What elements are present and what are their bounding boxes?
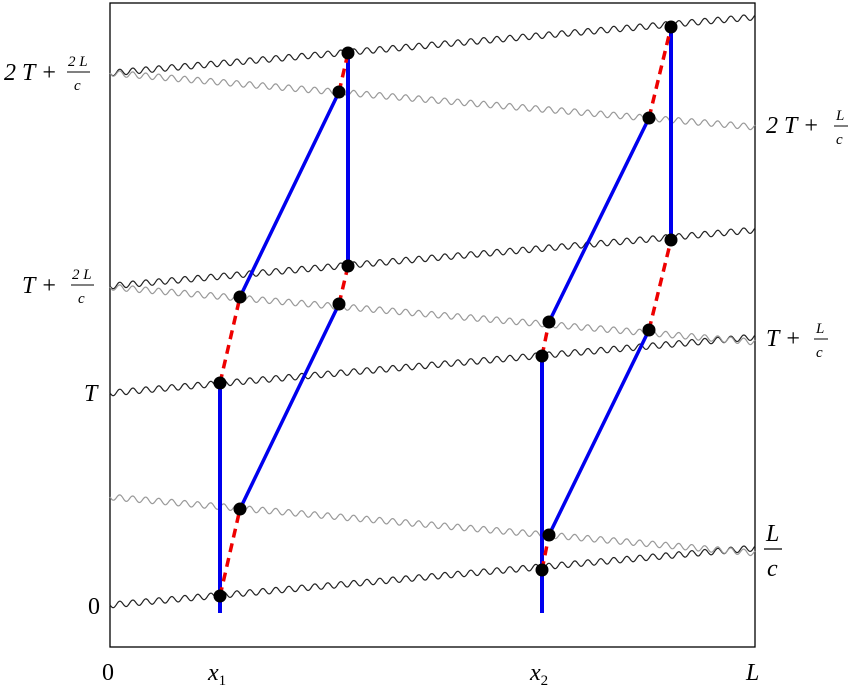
event-dot (642, 323, 656, 337)
left-label-den: c (74, 78, 81, 94)
event-dot (332, 85, 346, 99)
event-dot (542, 315, 556, 329)
bottom-label: x2 (529, 660, 548, 688)
bottom-label: L (745, 660, 759, 686)
light-path (547, 117, 651, 323)
event-dot (341, 259, 355, 273)
event-dot (664, 233, 678, 247)
right-label-num: L (765, 521, 779, 547)
left-label: 0 (88, 594, 100, 620)
event-dot (332, 297, 346, 311)
worldlines (218, 26, 673, 613)
left-label-den: c (78, 291, 85, 307)
event-dot (213, 589, 227, 603)
left-label-num: 2 L (68, 54, 88, 70)
light-path (547, 329, 651, 536)
event-dot (664, 20, 678, 34)
red-segment (647, 239, 673, 331)
red-segment (218, 508, 242, 597)
right-label-den: c (767, 556, 778, 582)
wave-line (109, 334, 756, 397)
wave-line (109, 545, 756, 609)
wave-line (109, 70, 756, 131)
event-dot (233, 290, 247, 304)
event-dot (341, 46, 355, 60)
left-label: T (84, 381, 99, 407)
event-dot (642, 111, 656, 125)
red-segment (337, 52, 350, 93)
left-label: T + (22, 273, 57, 299)
red-segment (647, 26, 673, 119)
wave-line (109, 494, 756, 557)
bottom-label: 0 (102, 660, 114, 686)
left-label: 2 T + (4, 60, 57, 86)
right-label: T + (766, 326, 801, 352)
left-label-num: 2 L (72, 267, 92, 283)
right-label: 2 T + (766, 113, 819, 139)
event-dot (542, 528, 556, 542)
light-path (238, 91, 341, 298)
right-label-num: L (835, 108, 844, 124)
right-label-den: c (816, 345, 823, 361)
event-dot (213, 376, 227, 390)
event-dot (233, 502, 247, 516)
light-path (238, 303, 341, 510)
frame (109, 2, 756, 648)
right-label-den: c (836, 132, 843, 148)
red-segment (337, 265, 350, 305)
wave-lines (109, 14, 756, 609)
event-dot (535, 563, 549, 577)
wave-line (109, 227, 756, 290)
events (213, 20, 678, 603)
wave-line (109, 14, 756, 77)
right-label-num: L (815, 321, 824, 337)
red-segment (218, 296, 242, 384)
bottom-label: x1 (207, 660, 226, 688)
event-dot (535, 349, 549, 363)
